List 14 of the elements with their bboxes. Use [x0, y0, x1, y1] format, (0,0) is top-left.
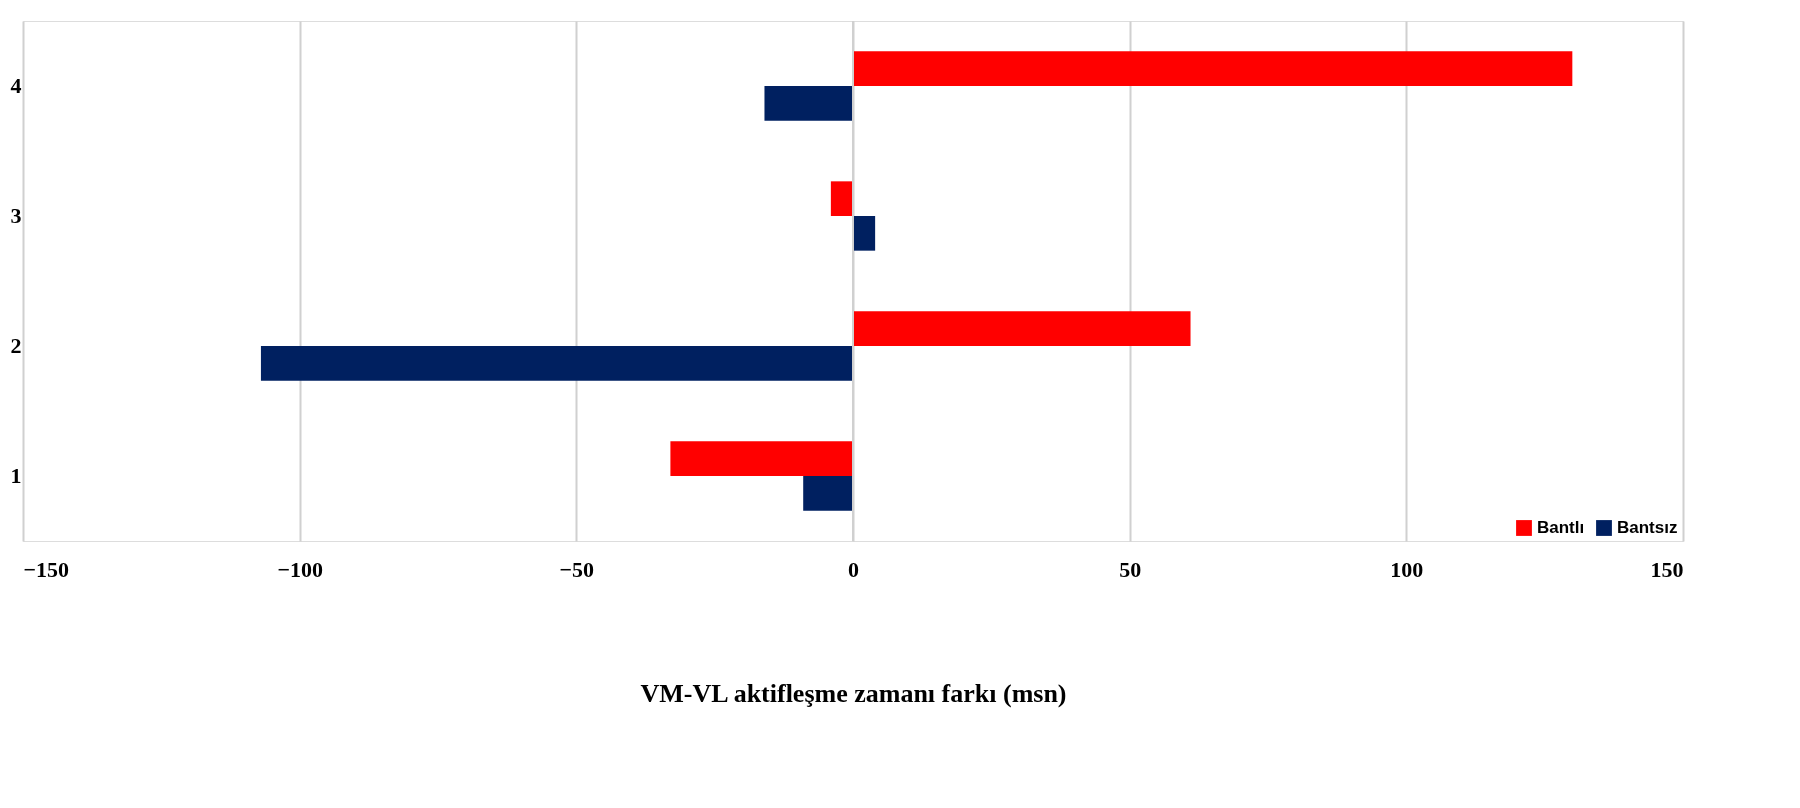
x-tick-label: 50: [1119, 556, 1142, 582]
x-tick-label: 100: [1390, 556, 1424, 582]
legend-label: Bantlı: [1537, 518, 1585, 537]
x-tick-label: 150: [1650, 556, 1684, 582]
x-tick-label: −150: [23, 556, 70, 582]
x-axis-title: VM-VL aktifleşme zamanı farkı (msn): [640, 678, 1067, 708]
x-tick-label: −50: [559, 556, 595, 582]
y-tick-label: 3: [10, 203, 22, 228]
legend-label: Bantsız: [1617, 518, 1678, 537]
y-tick-label: 2: [10, 333, 22, 358]
y-tick-label: 1: [10, 463, 22, 488]
y-tick-label: 4: [10, 73, 22, 98]
x-tick-label: −100: [277, 556, 323, 582]
x-tick-label: 0: [848, 556, 859, 582]
